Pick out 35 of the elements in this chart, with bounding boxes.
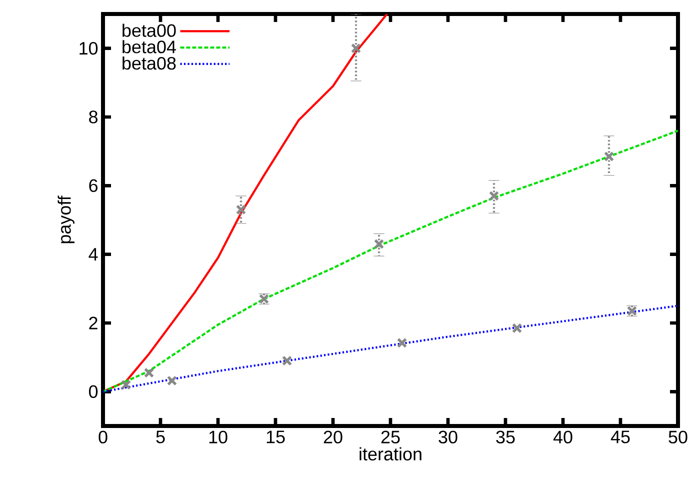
point [374, 238, 384, 250]
x-tick-label: 10 [209, 430, 228, 444]
point [396, 338, 408, 348]
x-tick-label: 30 [438, 430, 458, 444]
x-tick-label: 50 [668, 430, 688, 444]
y-tick-label: 8 [89, 110, 98, 124]
x-tick-label: 0 [98, 430, 108, 444]
legend-label: beta08 [122, 56, 176, 70]
y-tick-label: 0 [88, 385, 98, 398]
point [350, 43, 362, 54]
line-series [103, 130, 678, 393]
x-tick-label: 40 [553, 430, 572, 444]
x-tick-label: 20 [324, 430, 342, 444]
x-tick-label: 15 [266, 430, 285, 444]
x-tick-label: 5 [156, 430, 165, 444]
y-tick-label: 4 [88, 248, 98, 261]
point [488, 190, 500, 202]
point [144, 368, 154, 378]
x-axis-title: iteration [360, 447, 422, 460]
x-tick-label: 35 [496, 430, 515, 444]
y-tick-label: 6 [89, 179, 98, 192]
x-tick-label: 25 [381, 430, 400, 444]
legend-label: beta04 [122, 40, 176, 54]
point [512, 323, 522, 334]
point [120, 380, 132, 390]
x-tick-label: 45 [610, 430, 630, 444]
line-series [103, 304, 678, 393]
point [604, 151, 614, 162]
y-tick-label: 10 [80, 42, 98, 55]
legend-label: beta00 [122, 24, 176, 37]
point [282, 356, 292, 366]
point [166, 376, 178, 386]
y-tick-label: 2 [89, 316, 98, 330]
y-axis-title: payoff [58, 196, 74, 244]
point [236, 204, 246, 215]
